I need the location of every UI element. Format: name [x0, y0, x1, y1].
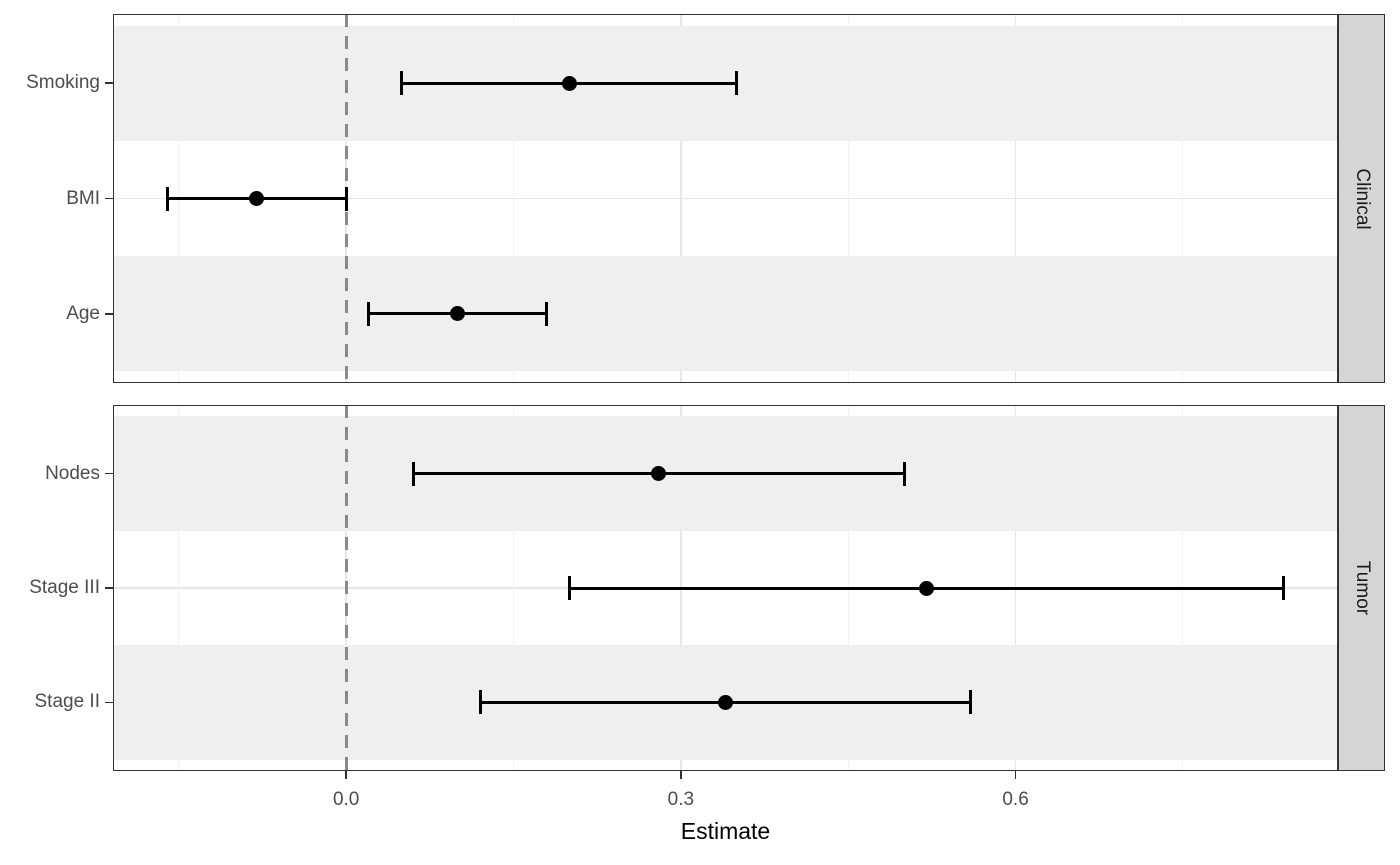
x-axis-tick-label: 0.6: [1002, 789, 1029, 810]
gridline-vertical-minor: [178, 405, 180, 771]
x-axis-tick: [680, 771, 682, 779]
facet-strip: Tumor: [1338, 405, 1385, 771]
errorbar-cap-left: [166, 186, 170, 211]
estimate-point: [249, 191, 265, 206]
facet-strip-label: Tumor: [1351, 560, 1373, 616]
estimate-point: [718, 694, 733, 710]
y-axis-label: Age: [66, 302, 100, 324]
errorbar-cap-left: [400, 71, 404, 96]
x-axis-title: Estimate: [680, 818, 771, 844]
facet-panel-tumor: [113, 405, 1338, 771]
errorbar-cap-right: [902, 461, 906, 486]
gridline-vertical-minor: [513, 14, 515, 383]
y-axis-label: BMI: [66, 187, 100, 209]
errorbar-cap-left: [478, 690, 482, 715]
y-axis-tick: [105, 587, 113, 589]
gridline-vertical-major: [680, 14, 682, 383]
errorbar-cap-left: [567, 576, 571, 600]
gridline-horizontal: [113, 197, 1338, 200]
x-axis-tick: [345, 771, 347, 779]
errorbar-cap-right: [344, 186, 348, 211]
estimate-point: [450, 306, 466, 322]
y-axis-tick: [105, 82, 113, 84]
errorbar-cap-right: [735, 71, 739, 96]
errorbar-cap-right: [1281, 576, 1285, 600]
facet-strip: Clinical: [1338, 14, 1385, 383]
y-axis-label: Smoking: [26, 72, 100, 94]
errorbar-cap-right: [969, 690, 973, 715]
gridline-vertical-minor: [1182, 14, 1184, 383]
gridline-vertical-minor: [513, 405, 515, 771]
x-axis-tick-label: 0.0: [332, 789, 360, 810]
zero-reference-line: [344, 405, 348, 771]
errorbar-cap-left: [411, 461, 415, 486]
y-axis-tick: [105, 701, 113, 704]
y-axis-tick: [105, 197, 113, 200]
x-axis-tick: [1014, 771, 1017, 779]
errorbar-cap-right: [545, 301, 549, 326]
y-axis-label: Stage III: [29, 577, 100, 598]
y-axis-label: Nodes: [45, 462, 100, 484]
estimate-point: [651, 466, 667, 482]
estimate-point: [918, 580, 934, 596]
row-band: [113, 256, 1338, 372]
errorbar-cap-left: [366, 301, 370, 326]
y-axis-label: Stage II: [34, 691, 101, 713]
y-axis-tick: [105, 313, 113, 315]
facet-strip-label: Clinical: [1351, 167, 1373, 230]
gridline-vertical-minor: [847, 14, 849, 383]
facet-panel-clinical: [113, 14, 1338, 383]
gridline-vertical-major: [1014, 14, 1017, 383]
estimate-point: [561, 75, 577, 91]
x-axis-tick-label: 0.3: [667, 789, 695, 810]
y-axis-tick: [105, 472, 113, 475]
